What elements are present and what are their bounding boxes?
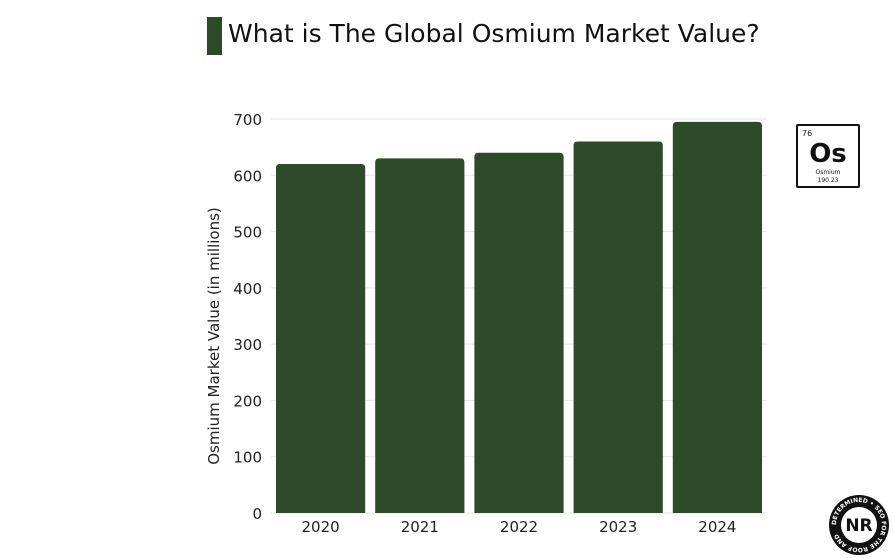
y-tick-label-700: 700 (233, 111, 262, 129)
x-tick-label-2020: 2020 (302, 518, 340, 536)
bar-2021 (375, 158, 465, 513)
y-tick-label-600: 600 (233, 167, 262, 185)
y-tick-label-400: 400 (233, 280, 262, 298)
y-tick-label-100: 100 (233, 449, 262, 467)
x-tick-label-2024: 2024 (698, 518, 736, 536)
title-accent-bar (207, 17, 222, 55)
element-atomic-mass: 190.23 (817, 177, 839, 184)
chart-title: What is The Global Osmium Market Value? (228, 19, 760, 48)
y-tick-label-300: 300 (233, 336, 262, 354)
element-atomic-number: 76 (802, 129, 813, 138)
logo-initials: NR (845, 516, 872, 536)
bar-2022 (474, 152, 564, 513)
bar-2024 (672, 121, 762, 514)
element-name: Osmium (815, 169, 841, 176)
bar-2020 (276, 164, 366, 513)
x-tick-label-2022: 2022 (500, 518, 538, 536)
osmium-element-tile: 76 Os Osmium 190.23 (796, 124, 860, 188)
x-tick-label-2023: 2023 (599, 518, 637, 536)
y-tick-label-200: 200 (233, 392, 262, 410)
y-axis-title: Osmium Market Value (in millions) (205, 207, 223, 465)
y-tick-label-0: 0 (252, 505, 262, 523)
y-tick-label-500: 500 (233, 224, 262, 242)
x-tick-label-2021: 2021 (401, 518, 439, 536)
element-symbol: Os (809, 139, 847, 169)
brand-logo: DETERMINED • SEO FOR THE ROOF AND NR (829, 495, 889, 555)
bar-2023 (573, 141, 663, 513)
